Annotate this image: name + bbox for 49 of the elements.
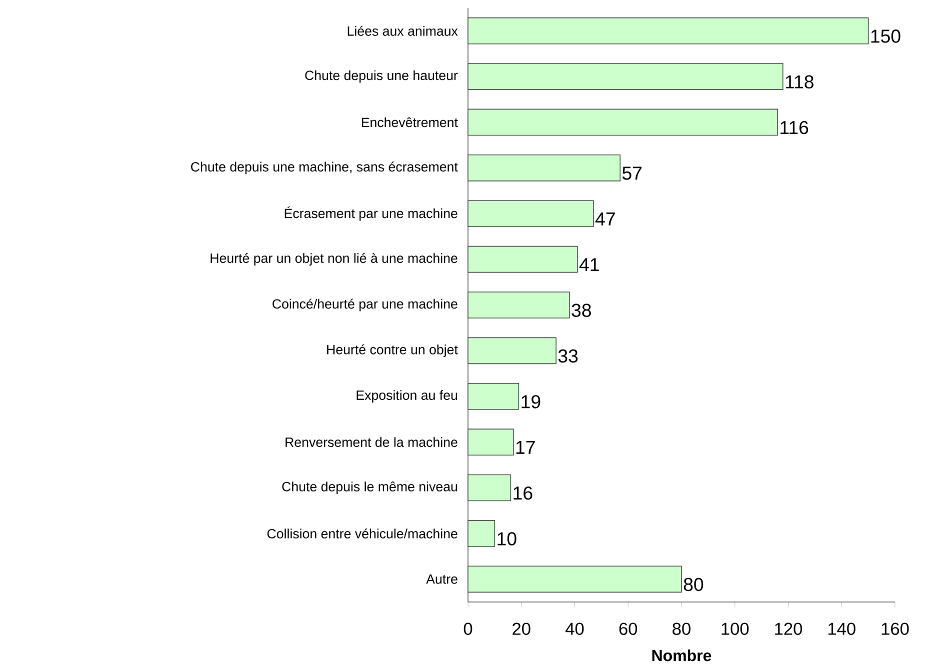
x-tick-label: 120 [775,622,802,635]
bar [468,337,556,364]
bar [468,17,869,44]
bar [468,292,570,318]
x-tick-label: 100 [722,622,749,635]
data-label: 10 [498,532,516,546]
x-tick-label: 40 [566,622,584,635]
y-tick-label: Écrasement par une machine [284,206,458,221]
y-tick-label: Liées aux animaux [348,26,458,36]
bar [468,382,520,410]
bar [468,428,514,456]
y-tick-label: Heurté par un objet non lié à une machine [210,253,458,266]
data-label: 19 [522,395,540,408]
data-label: 150 [871,30,900,43]
data-label: 80 [684,578,704,592]
x-tick-label: 60 [619,622,638,635]
y-tick-label: Enchevêtrement [362,117,458,128]
data-label: 33 [558,349,578,363]
bar [468,200,594,228]
x-tick-label: 80 [672,622,690,635]
bar [468,246,578,273]
data-label: 116 [780,120,808,134]
y-tick-label: Exposition au feu [356,390,458,403]
y-tick-label: Collision entre véhicule/machine [267,528,458,538]
data-label: 47 [595,212,615,226]
data-label: 38 [572,304,591,317]
y-tick-label: Autre [426,574,458,584]
bar [468,520,496,547]
x-tick-label: 160 [882,622,909,635]
y-tick-label: Chute depuis une hauteur [305,70,458,83]
data-label: 41 [579,258,599,272]
bar [468,108,778,136]
bar [468,566,682,593]
x-tick-label: 140 [828,622,856,635]
data-label: 57 [622,166,642,180]
data-label: 16 [514,486,532,500]
data-label: 17 [516,440,535,454]
y-tick-label: Coincé/heurté par une machine [272,298,458,312]
x-axis-title: Nombre [652,649,712,662]
x-tick-label: 0 [464,622,472,635]
bar [468,474,512,502]
y-tick-label: Chute depuis le même niveau [282,482,458,494]
y-tick-label: Renversement de la machine [286,437,458,447]
bar [468,154,621,182]
y-tick-label: Heurté contre un objet [327,344,458,357]
y-tick-label: Chute depuis une machine, sans écrasement [191,162,458,174]
bar [468,63,784,90]
x-tick-label: 20 [512,622,530,635]
data-label: 118 [786,75,814,88]
